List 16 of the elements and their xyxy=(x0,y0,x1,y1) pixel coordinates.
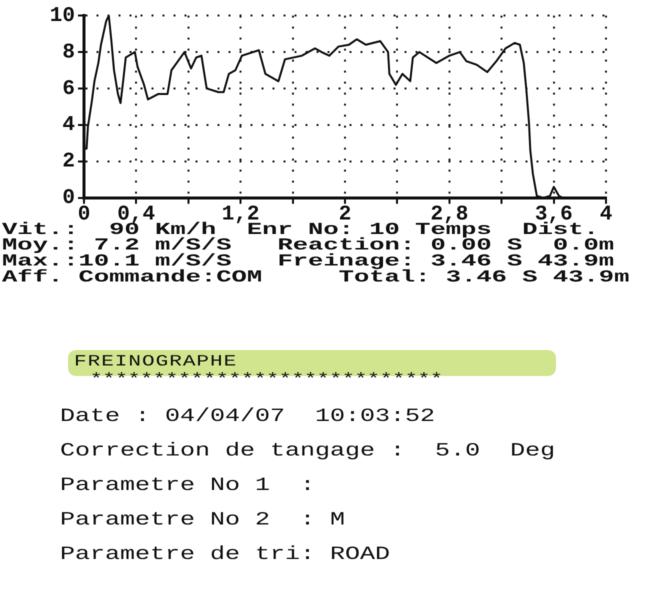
text: Date : 04/04/07 10:03:52 xyxy=(60,404,436,429)
x-tick-label: 0 xyxy=(78,204,90,227)
y-tick-label: 4 xyxy=(62,114,75,138)
y-tick-label: 2 xyxy=(62,150,75,174)
x-tick-label: 4 xyxy=(600,204,612,227)
text: Parametre de tri: ROAD xyxy=(60,542,392,567)
text: FREINOGRAPHE xyxy=(73,353,238,370)
text: Parametre No 2 : M xyxy=(60,508,346,532)
y-tick-label: 10 xyxy=(50,4,75,28)
text: **************************** xyxy=(89,370,444,390)
text: Aff. Commande:COM Total: 3.46 S 43.9m xyxy=(2,268,630,287)
y-tick-label: 8 xyxy=(62,41,75,64)
text: Correction de tangage : 5.0 Deg xyxy=(60,438,556,464)
text: Parametre No 1 : xyxy=(60,473,316,498)
y-tick-label: 0 xyxy=(62,187,75,210)
y-tick-label: 6 xyxy=(62,78,75,101)
